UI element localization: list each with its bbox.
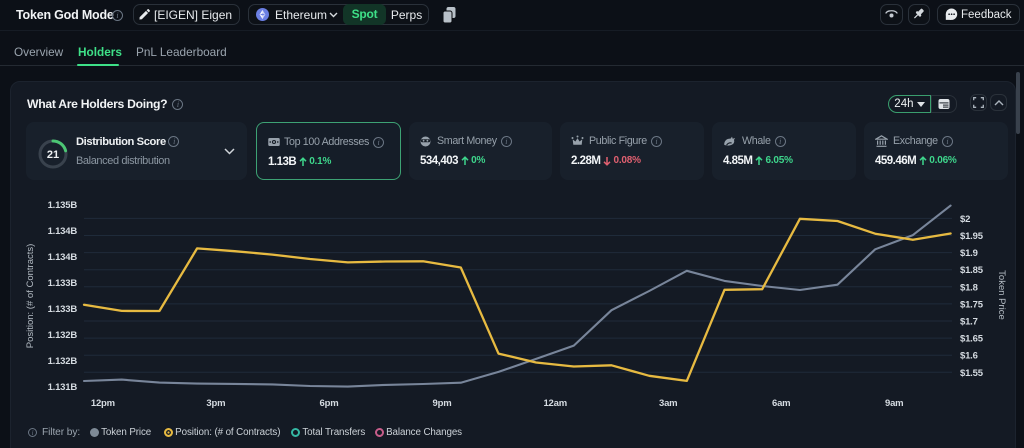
svg-text:9pm: 9pm (433, 398, 452, 409)
svg-text:$1.55: $1.55 (960, 368, 984, 379)
svg-text:1.131B: 1.131B (48, 382, 78, 393)
svg-text:1.132B: 1.132B (48, 356, 78, 367)
svg-text:1.134B: 1.134B (48, 226, 78, 237)
svg-text:9am: 9am (885, 398, 903, 409)
svg-text:3am: 3am (659, 398, 677, 409)
svg-text:3pm: 3pm (206, 398, 225, 409)
svg-text:21: 21 (47, 149, 59, 161)
svg-text:$1.8: $1.8 (960, 282, 978, 293)
svg-text:6am: 6am (772, 398, 790, 409)
svg-text:Position: (# of Contracts): Position: (# of Contracts) (25, 244, 36, 349)
svg-text:$1.75: $1.75 (960, 299, 984, 310)
svg-text:1.132B: 1.132B (48, 330, 78, 341)
svg-text:$1.85: $1.85 (960, 265, 984, 276)
svg-text:Token Price: Token Price (996, 270, 1007, 320)
svg-text:1.135B: 1.135B (48, 200, 78, 211)
svg-text:1.133B: 1.133B (48, 278, 78, 289)
svg-text:6pm: 6pm (320, 398, 339, 409)
svg-text:$1.95: $1.95 (960, 231, 984, 242)
svg-text:1.133B: 1.133B (48, 304, 78, 315)
svg-text:$1.65: $1.65 (960, 334, 984, 345)
svg-text:12am: 12am (543, 398, 567, 409)
svg-text:$1.6: $1.6 (960, 351, 978, 362)
svg-text:12pm: 12pm (91, 398, 115, 409)
svg-text:1.134B: 1.134B (48, 252, 78, 263)
svg-text:$1.7: $1.7 (960, 317, 978, 328)
svg-text:$2: $2 (960, 214, 970, 225)
svg-text:$1.9: $1.9 (960, 248, 978, 259)
